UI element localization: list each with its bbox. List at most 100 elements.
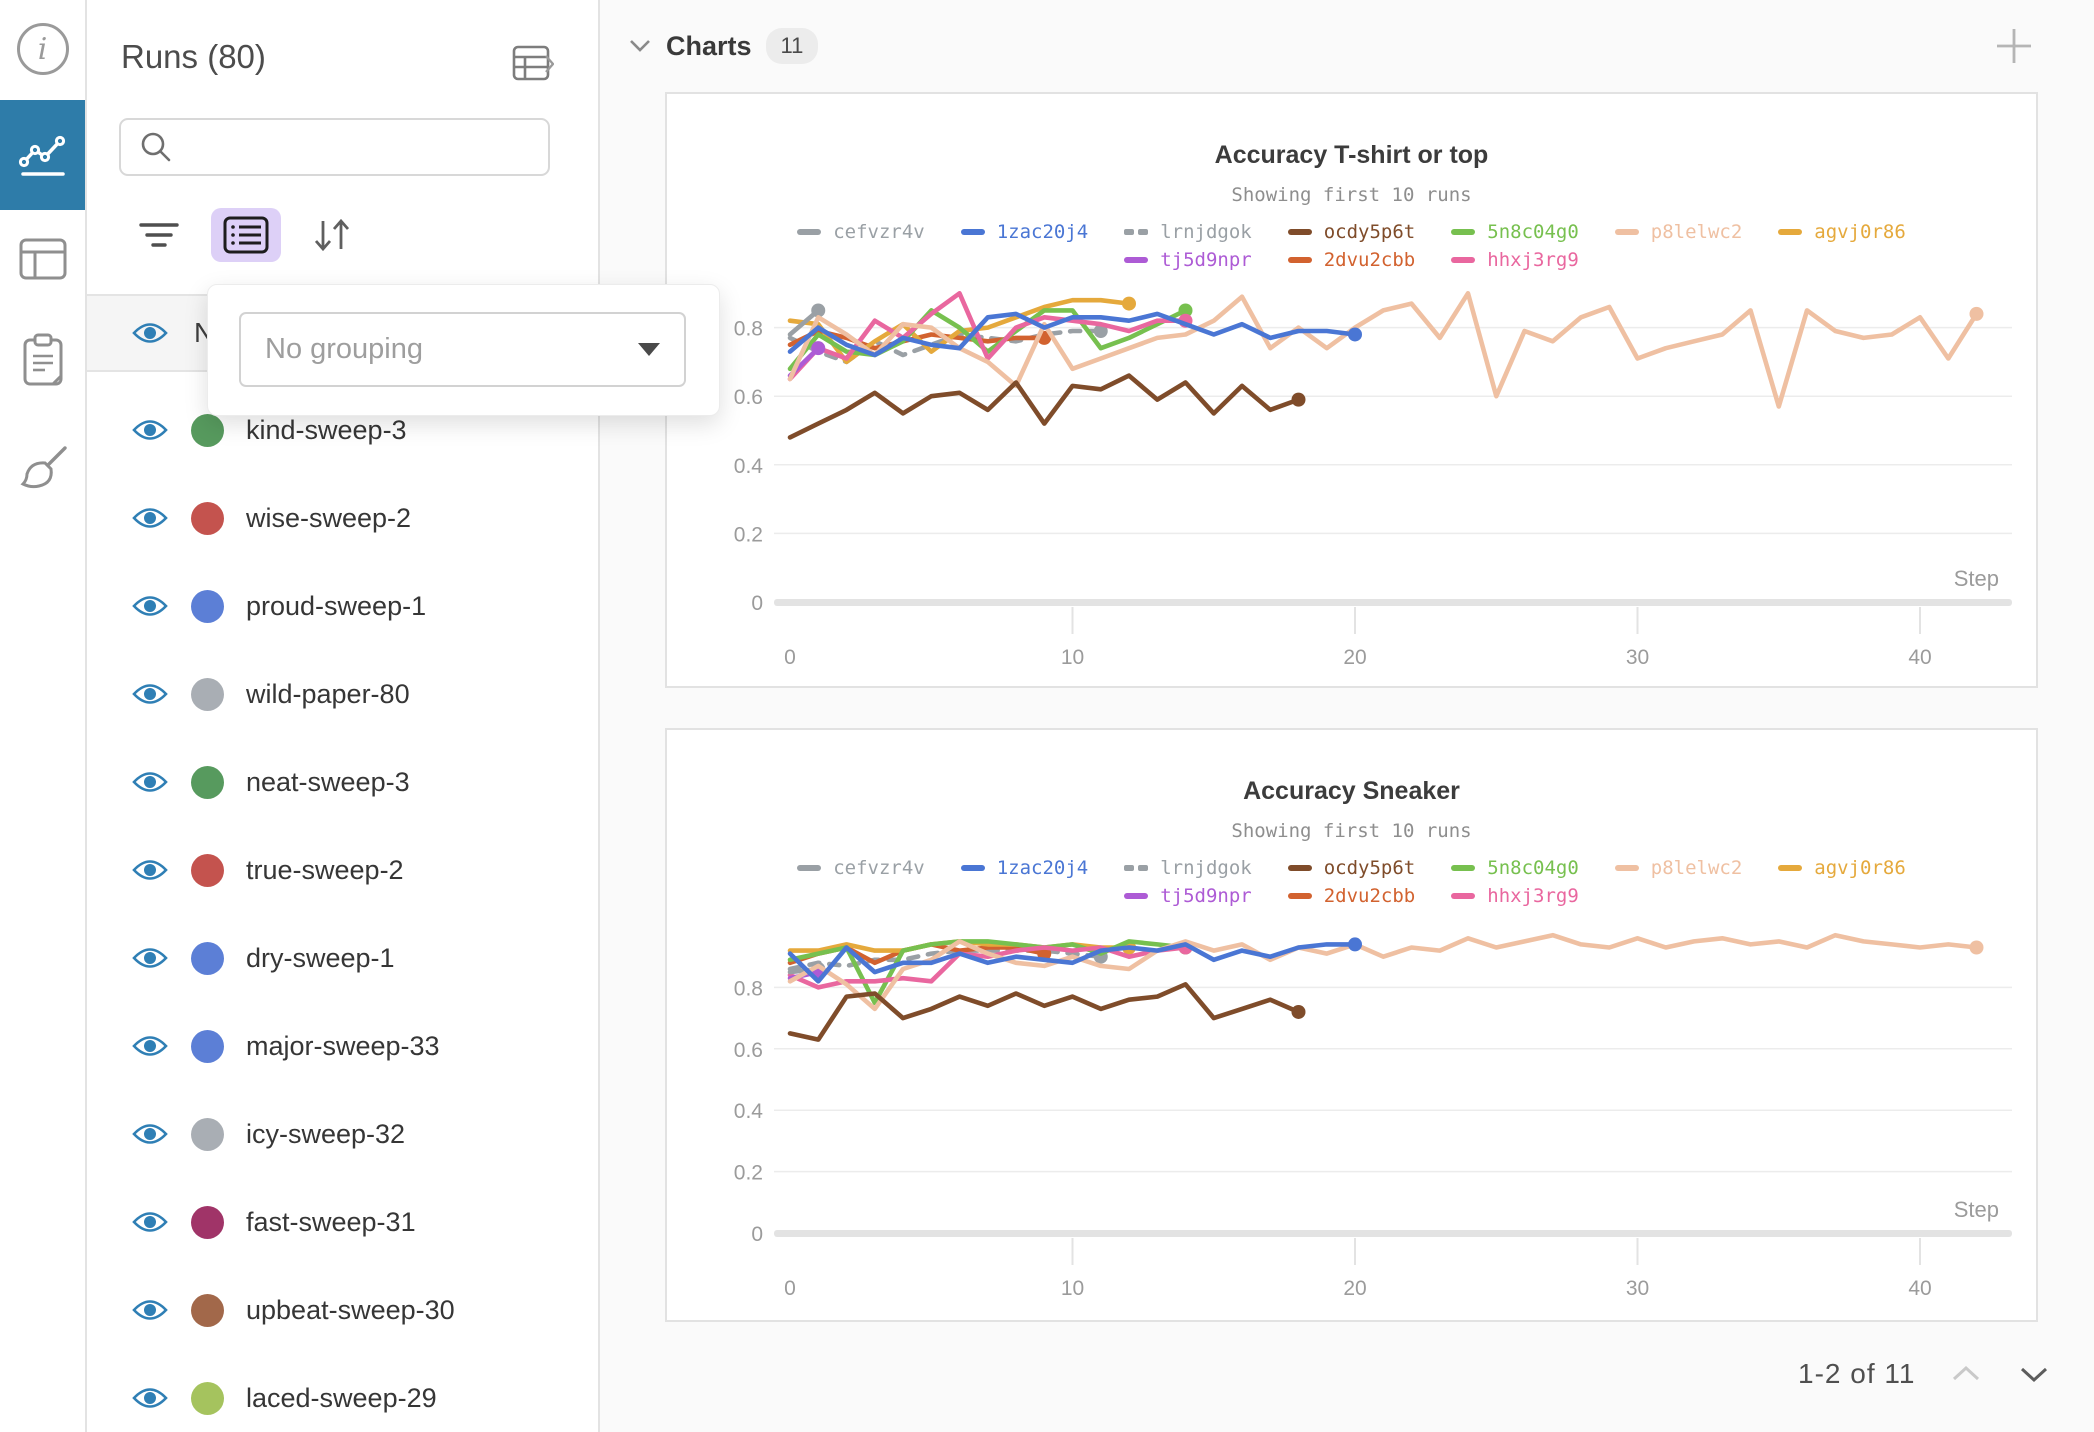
run-name: true-sweep-2: [246, 854, 404, 885]
expand-runs-table-button[interactable]: [512, 45, 554, 83]
eye-icon[interactable]: [132, 594, 168, 618]
table-icon: [512, 45, 554, 81]
sweep-broom-icon[interactable]: [0, 440, 85, 498]
legend-swatch: [1778, 865, 1803, 871]
svg-text:10: 10: [1061, 1277, 1084, 1300]
grouping-placeholder: No grouping: [265, 333, 423, 365]
pagination-label: 1-2 of 11: [1798, 1358, 1916, 1389]
legend-item[interactable]: ocdy5p6t: [1287, 221, 1415, 243]
run-name: wild-paper-80: [246, 678, 410, 709]
run-name: laced-sweep-29: [246, 1382, 437, 1413]
notes-icon[interactable]: [0, 332, 85, 388]
eye-icon[interactable]: [132, 682, 168, 706]
run-list-item[interactable]: proud-sweep-1: [87, 562, 598, 650]
eye-icon[interactable]: [132, 1210, 168, 1234]
sort-icon[interactable]: [311, 215, 353, 255]
chart-title: Accuracy T-shirt or top: [1214, 141, 1489, 169]
legend-swatch: [1124, 257, 1149, 263]
legend-item[interactable]: agvj0r86: [1778, 221, 1906, 243]
svg-text:0.6: 0.6: [734, 1039, 763, 1062]
legend-label: ocdy5p6t: [1323, 857, 1416, 879]
run-list-item[interactable]: fast-sweep-31: [87, 1178, 598, 1266]
eye-icon[interactable]: [132, 1386, 168, 1410]
eye-icon[interactable]: [132, 418, 168, 442]
legend-item[interactable]: cefvzr4v: [797, 857, 925, 879]
add-panel-button[interactable]: [1992, 24, 2036, 68]
svg-text:0.6: 0.6: [734, 386, 763, 409]
grouping-popup: No grouping: [207, 284, 720, 416]
legend-swatch: [1287, 229, 1312, 235]
svg-text:Step: Step: [1954, 566, 1999, 591]
legend-label: 1zac20j4: [996, 857, 1089, 879]
legend-item[interactable]: tj5d9npr: [1124, 249, 1252, 271]
chart-panel[interactable]: 0 0.2 0.4 0.6 0.8 0 10 20 30 40 Step Accuracy T-sh…: [665, 92, 2038, 688]
info-icon[interactable]: i: [0, 23, 85, 75]
run-list-item[interactable]: icy-sweep-32: [87, 1090, 598, 1178]
legend-item[interactable]: cefvzr4v: [797, 221, 925, 243]
legend-label: cefvzr4v: [833, 221, 925, 243]
run-list-item[interactable]: kind-sweep-3: [87, 386, 598, 474]
run-name: wise-sweep-2: [246, 502, 412, 533]
runs-table-icon[interactable]: [0, 234, 85, 284]
legend-label: lrnjdgok: [1160, 857, 1252, 879]
run-list-item[interactable]: upbeat-sweep-30: [87, 1266, 598, 1354]
charts-section-header[interactable]: Charts 11: [628, 28, 819, 64]
legend-item[interactable]: p8lelwc2: [1614, 221, 1742, 243]
legend-swatch: [960, 229, 985, 235]
filter-icon[interactable]: [137, 218, 181, 252]
eye-icon[interactable]: [132, 770, 168, 794]
legend-item[interactable]: 5n8c04g0: [1451, 857, 1579, 879]
svg-text:0: 0: [751, 1223, 763, 1246]
run-color-dot: [191, 1381, 224, 1415]
legend-label: 2dvu2cbb: [1323, 249, 1416, 271]
legend-item[interactable]: hhxj3rg9: [1451, 249, 1579, 271]
grouping-select[interactable]: No grouping: [239, 312, 686, 387]
run-list-item[interactable]: neat-sweep-3: [87, 738, 598, 826]
run-list-item[interactable]: wise-sweep-2: [87, 474, 598, 562]
eye-icon[interactable]: [132, 321, 168, 345]
eye-icon[interactable]: [132, 506, 168, 530]
legend-swatch: [1614, 865, 1639, 871]
legend-item[interactable]: lrnjdgok: [1124, 857, 1252, 879]
run-color-dot: [191, 765, 224, 799]
eye-icon[interactable]: [132, 1298, 168, 1322]
run-list-item[interactable]: true-sweep-2: [87, 826, 598, 914]
run-list-item[interactable]: wild-paper-80: [87, 650, 598, 738]
run-color-dot: [191, 853, 224, 887]
runs-list: kind-sweep-3 wise-sweep-2 proud-sweep-1 …: [87, 386, 598, 1432]
group-settings-button[interactable]: [211, 208, 281, 262]
panels-chart-icon[interactable]: [0, 100, 85, 210]
run-list-item[interactable]: laced-sweep-29: [87, 1354, 598, 1432]
list-settings-icon: [223, 216, 269, 254]
dropdown-caret-icon: [638, 343, 660, 356]
chart-panel[interactable]: 0 0.2 0.4 0.6 0.8 0 10 20 30 40 Step Accuracy Snea…: [665, 728, 2038, 1322]
chevron-down-icon[interactable]: [2017, 1363, 2051, 1385]
run-list-item[interactable]: dry-sweep-1: [87, 914, 598, 1002]
chart-plot: 0 0.2 0.4 0.6 0.8 0 10 20 30 40 Step: [734, 291, 2012, 669]
svg-text:0.2: 0.2: [734, 523, 763, 546]
legend-label: lrnjdgok: [1160, 221, 1252, 243]
legend-item[interactable]: tj5d9npr: [1124, 885, 1252, 907]
eye-icon[interactable]: [132, 858, 168, 882]
legend-item[interactable]: 2dvu2cbb: [1287, 249, 1416, 271]
legend-item[interactable]: hhxj3rg9: [1451, 885, 1579, 907]
legend-row: cefvzr4v 1zac20j4 lrnjdgok ocdy5p6t 5n8c04g0…: [667, 854, 2036, 882]
run-list-item[interactable]: major-sweep-33: [87, 1002, 598, 1090]
legend-label: hhxj3rg9: [1487, 249, 1579, 271]
legend-item[interactable]: 5n8c04g0: [1451, 221, 1579, 243]
legend-item[interactable]: p8lelwc2: [1614, 857, 1742, 879]
chevron-up-icon[interactable]: [1949, 1363, 1983, 1385]
legend-item[interactable]: 1zac20j4: [960, 221, 1088, 243]
legend-item[interactable]: agvj0r86: [1778, 857, 1906, 879]
legend-item[interactable]: 1zac20j4: [960, 857, 1089, 879]
svg-text:20: 20: [1343, 1277, 1366, 1300]
run-color-dot: [191, 677, 224, 711]
legend-item[interactable]: lrnjdgok: [1124, 221, 1252, 243]
legend-item[interactable]: ocdy5p6t: [1287, 857, 1416, 879]
run-search-input[interactable]: [119, 118, 550, 176]
eye-icon[interactable]: [132, 1034, 168, 1058]
eye-icon[interactable]: [132, 946, 168, 970]
legend-item[interactable]: 2dvu2cbb: [1287, 885, 1415, 907]
eye-icon[interactable]: [132, 1122, 168, 1146]
legend-row: tj5d9npr 2dvu2cbb hhxj3rg9: [667, 882, 2036, 910]
